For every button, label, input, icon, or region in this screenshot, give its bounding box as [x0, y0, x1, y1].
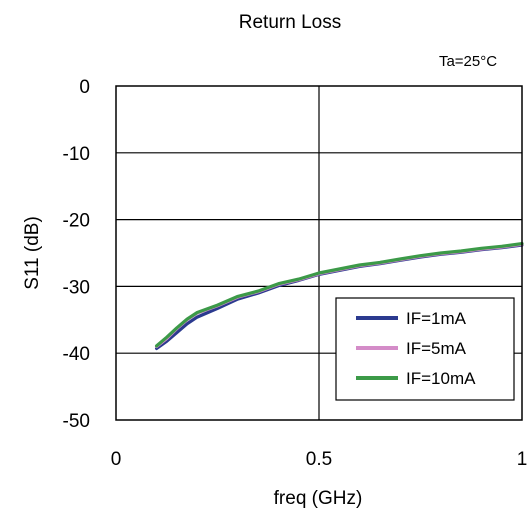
x-tick-label: 0.5 [306, 449, 332, 470]
legend-label-if-5ma: IF=5mA [406, 339, 467, 358]
y-tick-label: -20 [63, 211, 90, 232]
series-line-if-10ma [155, 242, 524, 348]
y-tick-label: -10 [63, 144, 90, 165]
temperature-annotation: Ta=25°C [439, 53, 497, 70]
tick-labels: 0 -10 -20 -30 -40 -50 0 0.5 1 [63, 77, 528, 470]
x-tick-label: 1 [517, 449, 528, 470]
series-lines [155, 242, 524, 351]
y-tick-label: -50 [63, 411, 90, 432]
y-tick-label: -40 [63, 344, 90, 365]
y-tick-label: -30 [63, 277, 90, 298]
legend-label-if-10ma: IF=10mA [406, 369, 476, 388]
x-tick-label: 0 [111, 449, 122, 470]
y-axis-label: S11 (dB) [22, 216, 43, 290]
y-tick-label: 0 [79, 77, 90, 98]
legend: IF=1mA IF=5mA IF=10mA [335, 297, 515, 401]
x-axis-label: freq (GHz) [274, 488, 363, 509]
plot-area-frame [115, 85, 523, 421]
chart-title: Return Loss [239, 12, 341, 33]
legend-label-if-1ma: IF=1mA [406, 309, 467, 328]
